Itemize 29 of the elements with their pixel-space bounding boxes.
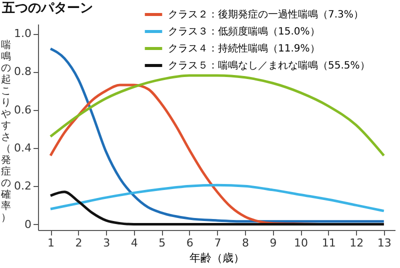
x-tick-label: 6 bbox=[186, 236, 194, 250]
x-tick-label: 12 bbox=[350, 236, 364, 250]
x-tick-label: 8 bbox=[242, 236, 249, 250]
y-tick-label: 0 bbox=[24, 218, 32, 231]
legend-label: クラス３：低頻度喘鳴（15.0%） bbox=[168, 26, 320, 38]
y-tick-label: 0.8 bbox=[14, 65, 32, 78]
text: 喘鳴の起こりやすさ（発症の確率） bbox=[1, 40, 11, 224]
x-axis-title: 年齢（歳） bbox=[190, 252, 244, 264]
y-tick-label: 0.4 bbox=[14, 141, 32, 154]
legend-label: クラス５：喘鳴なし／まれな喘鳴（55.5%） bbox=[168, 60, 370, 72]
chart-title: 五つのパターン bbox=[1, 1, 93, 16]
x-tick-label: 1 bbox=[48, 236, 54, 250]
x-tick-label: 5 bbox=[158, 236, 166, 250]
x-tick-label: 10 bbox=[294, 236, 308, 250]
x-tick-label: 4 bbox=[130, 236, 138, 250]
y-tick-label: 1.0 bbox=[14, 27, 32, 40]
y-tick-label: 0.6 bbox=[14, 103, 32, 116]
x-tick-label: 2 bbox=[75, 236, 82, 250]
line-series bbox=[49, 184, 386, 212]
line-series bbox=[49, 190, 386, 226]
x-tick-label: 7 bbox=[214, 236, 222, 250]
x-tick-label: 11 bbox=[322, 236, 336, 250]
legend-label: クラス４：持続性喘鳴（11.9%） bbox=[168, 42, 320, 54]
legend-label: クラス２：後期発症の一過性喘鳴（7.3%） bbox=[168, 8, 364, 20]
x-tick-label: 3 bbox=[103, 236, 110, 250]
x-tick-label: 13 bbox=[377, 236, 392, 250]
y-tick-label: 0.2 bbox=[14, 180, 32, 193]
line-series bbox=[49, 74, 386, 157]
x-tick-label: 9 bbox=[270, 236, 277, 250]
